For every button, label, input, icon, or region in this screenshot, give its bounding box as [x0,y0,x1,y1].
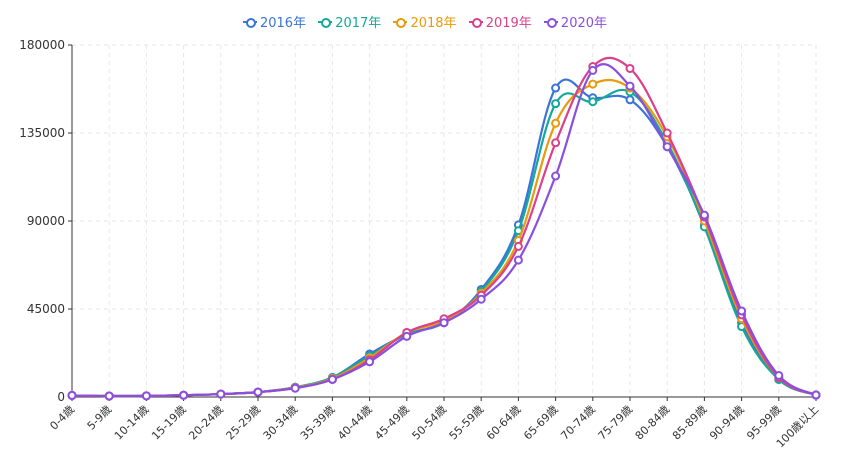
data-point [253,387,263,397]
legend-item-2019[interactable]: 2019年 [468,12,532,31]
data-point [513,255,523,265]
y-tick-label: 135000 [19,126,65,140]
x-tick-label: 65-69歳 [521,403,561,443]
data-point [737,306,747,316]
x-tick-label: 70-74歳 [558,403,598,443]
chart-legend: 2016年 2017年 2018年 2019年 2020年 [0,12,850,31]
legend-marker-icon [543,17,558,28]
data-point [67,390,77,400]
data-point [662,128,672,138]
data-point [179,390,189,400]
y-tick-label: 0 [57,390,65,404]
data-point [625,95,635,105]
data-point [551,99,561,109]
data-point [588,97,598,107]
x-tick-label: 0-4歳 [47,403,77,433]
x-tick-label: 35-39歳 [298,403,338,443]
x-tick-label: 15-19歳 [149,403,189,443]
legend-label: 2018年 [410,16,457,31]
series-lines [67,56,821,401]
y-tick-label: 90000 [27,214,65,228]
x-tick-label: 10-14歳 [112,403,152,443]
x-tick-label: 55-59歳 [447,403,487,443]
legend-item-2020[interactable]: 2020年 [543,12,608,31]
data-point [402,331,412,341]
x-tick-label: 75-79歳 [596,403,636,443]
legend-item-2016[interactable]: 2016年 [242,12,307,31]
x-tick-label: 30-34歳 [261,403,301,443]
data-point [551,83,561,93]
legend-marker-icon [242,17,257,28]
data-point [290,383,300,393]
x-tick-label: 90-94歳 [707,403,747,443]
legend-label: 2016年 [259,16,307,31]
data-point [104,391,114,401]
data-point [662,142,672,152]
legend-marker-icon [468,17,483,28]
legend-marker-icon [393,17,408,28]
data-point [476,294,486,304]
data-point [365,357,375,367]
x-tick-label: 25-29歳 [224,403,264,443]
data-point [774,370,784,380]
data-point [625,63,635,73]
legend-label: 2020年 [560,16,608,31]
y-tick-label: 180000 [19,38,65,52]
data-point [625,81,635,91]
x-tick-label: 50-54歳 [410,403,450,443]
x-tick-label: 5-9歳 [85,403,115,433]
data-point [551,118,561,128]
series-4 [67,63,821,401]
y-tick-label: 45000 [27,302,65,316]
legend-label: 2019年 [485,16,532,31]
x-tick-label: 40-44歳 [335,403,375,443]
data-point [588,65,598,75]
data-point [439,318,449,328]
data-point [216,389,226,399]
legend-item-2018[interactable]: 2018年 [393,12,457,31]
data-point [141,391,151,401]
data-point [551,138,561,148]
x-tick-label: 20-24歳 [186,403,226,443]
data-point [513,241,523,251]
axes: 0 45000 90000 135000 180000 0-4歳 5-9歳10-14歳15-… [19,38,821,450]
x-tick-label: 45-49歳 [372,403,412,443]
data-point [327,374,337,384]
data-point [699,210,709,220]
legend-label: 2017年 [335,16,382,31]
legend-item-2017[interactable]: 2017年 [318,12,381,31]
data-point [551,171,561,181]
legend-marker-icon [318,17,333,28]
x-tick-label: 85-89歳 [670,403,710,443]
x-tick-label: 60-64歳 [484,403,524,443]
data-point [811,390,821,400]
x-tick-label: 80-84歳 [633,403,673,443]
data-point [588,79,598,89]
